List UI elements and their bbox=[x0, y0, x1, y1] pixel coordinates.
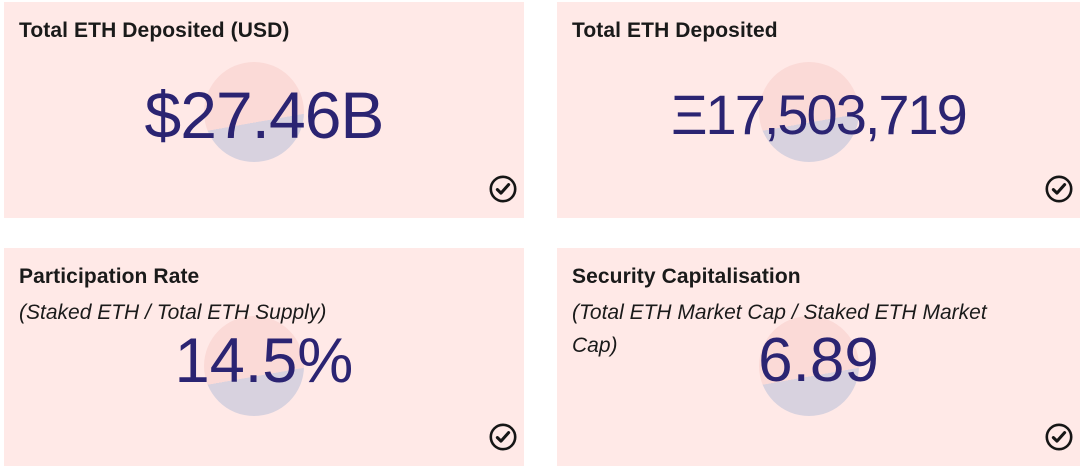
check-circle-icon[interactable] bbox=[1045, 175, 1073, 203]
card-title: Security Capitalisation bbox=[572, 265, 801, 288]
check-circle-icon[interactable] bbox=[489, 423, 517, 451]
card-title: Total ETH Deposited bbox=[572, 19, 778, 42]
metric-card-total-eth-deposited: Total ETH Deposited Ξ17,503,719 bbox=[557, 2, 1080, 218]
decorative-circle bbox=[204, 62, 304, 162]
decorative-circle bbox=[204, 316, 304, 416]
metric-card-participation-rate: Participation Rate (Staked ETH / Total E… bbox=[4, 248, 524, 466]
card-title: Participation Rate bbox=[19, 265, 200, 288]
card-subtitle: (Staked ETH / Total ETH Supply) bbox=[19, 301, 327, 325]
metric-value: Ξ17,503,719 bbox=[671, 83, 968, 146]
check-circle-icon[interactable] bbox=[489, 175, 517, 203]
card-title: Total ETH Deposited (USD) bbox=[19, 19, 290, 42]
metric-value: 14.5% bbox=[174, 325, 354, 396]
metric-card-total-eth-deposited-usd: Total ETH Deposited (USD) $27.46B bbox=[4, 2, 524, 218]
decorative-circle bbox=[758, 316, 859, 416]
card-subtitle: (Total ETH Market Cap / Staked ETH Marke… bbox=[572, 301, 987, 357]
metric-value: $27.46B bbox=[144, 78, 385, 152]
decorative-circle bbox=[758, 62, 859, 162]
check-circle-icon[interactable] bbox=[1045, 423, 1073, 451]
metric-value: 6.89 bbox=[758, 326, 879, 395]
metric-card-security-capitalisation: Security Capitalisation (Total ETH Marke… bbox=[557, 248, 1080, 466]
